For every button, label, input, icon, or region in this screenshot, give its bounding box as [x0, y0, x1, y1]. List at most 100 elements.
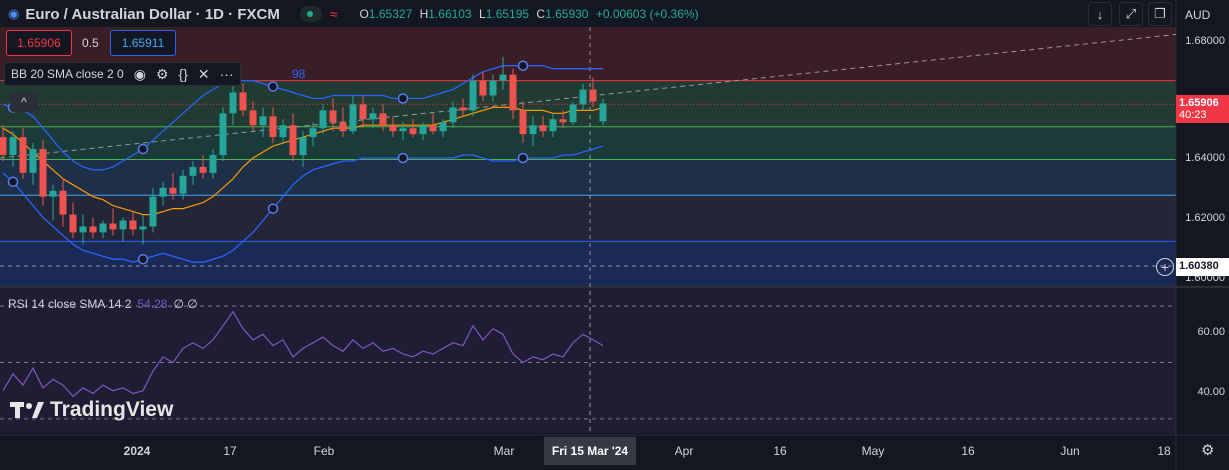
candle-body — [459, 107, 467, 111]
time-axis-label: 16 — [961, 444, 975, 458]
add-alert-icon[interactable]: + — [1156, 258, 1174, 276]
bb-indicator-value: 98 — [292, 67, 306, 81]
bb-indicator-legend[interactable]: BB 20 SMA close 2 0 ◉ ⚙ {} ✕ ··· — [4, 62, 241, 86]
eye-icon[interactable]: ◉ — [133, 66, 146, 82]
sell-price-button[interactable]: 1.65906 — [6, 30, 72, 56]
candle-body — [249, 110, 257, 126]
candle-body — [159, 187, 167, 197]
candle-body — [419, 125, 427, 135]
candle-body — [119, 220, 127, 230]
arrow-down-icon[interactable]: ↓ — [1088, 2, 1112, 26]
band-touch-marker — [137, 143, 149, 155]
candle-body — [399, 128, 407, 132]
candle-body — [99, 223, 107, 233]
band-touch-marker — [517, 60, 529, 71]
crosshair-price-value: 1.60380 — [1179, 260, 1219, 272]
close-icon[interactable]: ✕ — [197, 66, 210, 82]
current-price-tag: 1.65906 40:23 — [1176, 95, 1229, 123]
bb-lower-band — [2, 145, 604, 263]
candle-body — [579, 89, 587, 105]
ohlc-values: O1.65327 H1.66103 L1.65195 C1.65930 +0.0… — [359, 7, 699, 21]
candle-body — [329, 110, 337, 123]
candle-body — [289, 125, 297, 156]
rsi-indicator-legend[interactable]: RSI 14 close SMA 14 2 54.28 ∅ ∅ — [8, 297, 198, 311]
candle-body — [199, 166, 207, 173]
candle-body — [359, 104, 367, 120]
symbol-title[interactable]: Euro / Australian Dollar · 1D · FXCM — [25, 5, 280, 23]
rsi-line — [2, 310, 604, 398]
band-touch-marker — [397, 93, 409, 104]
candle-body — [49, 190, 57, 197]
band-touch-marker — [137, 253, 149, 265]
band-touch-marker — [397, 152, 409, 164]
restore-icon[interactable]: ❐ — [1148, 2, 1172, 26]
candle-body — [69, 214, 77, 233]
candle-body — [589, 89, 597, 102]
band-touch-marker — [517, 152, 529, 164]
candle-body — [239, 92, 247, 111]
candle-body — [139, 226, 147, 230]
more-icon[interactable]: ··· — [219, 66, 234, 82]
candle-body — [189, 166, 197, 176]
candle-body — [569, 104, 577, 123]
candle-body — [479, 80, 487, 96]
candle-body — [129, 220, 137, 230]
tradingview-mark-icon — [10, 402, 44, 418]
price-axis-label: 1.62000 — [1185, 212, 1225, 224]
candle-body — [489, 80, 497, 96]
current-price-value: 1.65906 — [1179, 97, 1219, 109]
candle-body — [0, 137, 7, 156]
fullscreen-icon[interactable]: ⤢ — [1119, 2, 1143, 26]
price-zone — [0, 126, 1176, 160]
candle-body — [219, 113, 227, 156]
candle-body — [429, 125, 437, 132]
candle-body — [179, 175, 187, 194]
rsi-pane-background — [0, 288, 1176, 433]
candle-body — [19, 137, 27, 173]
candle-body — [319, 110, 327, 129]
settings-gear-icon[interactable]: ⚙ — [1201, 442, 1215, 459]
candle-body — [279, 125, 287, 138]
candle-body — [449, 107, 457, 123]
time-axis-label: 2024 — [123, 444, 151, 458]
currency-label[interactable]: AUD — [1185, 8, 1211, 22]
candle-body — [229, 92, 237, 114]
candle-body — [149, 196, 157, 227]
collapse-legend-button[interactable]: ^ — [10, 92, 38, 112]
candle-body — [389, 125, 397, 132]
gear-icon[interactable]: ⚙ — [155, 66, 169, 82]
buy-price-value: 1.65911 — [121, 36, 165, 50]
rsi-extra-values: ∅ ∅ — [173, 297, 198, 311]
candle-body — [339, 122, 347, 132]
band-touch-marker — [267, 81, 279, 92]
bb-indicator-label: BB 20 SMA close 2 0 — [11, 67, 124, 81]
price-zone — [0, 195, 1176, 242]
time-axis-label: Apr — [674, 444, 694, 458]
candle-body — [29, 149, 37, 173]
candle-body — [269, 116, 277, 138]
chart-header: ◉ Euro / Australian Dollar · 1D · FXCM ≈… — [8, 4, 703, 24]
market-open-icon — [299, 6, 322, 22]
time-axis-label: Mar — [493, 444, 515, 458]
rsi-axis-label: 40.00 — [1197, 386, 1225, 398]
candle-body — [169, 187, 177, 194]
time-axis-label: 17 — [223, 444, 237, 458]
candle-body — [499, 74, 507, 81]
source-code-icon[interactable]: {} — [178, 66, 188, 82]
chevron-up-icon: ^ — [21, 95, 27, 109]
candle-body — [549, 119, 557, 132]
candle-body — [599, 103, 607, 122]
symbol-flags-icon: ◉ — [8, 6, 20, 21]
tradingview-logo-text: TradingView — [50, 398, 174, 421]
price-zone — [0, 159, 1176, 196]
candle-body — [89, 226, 97, 233]
buy-price-button[interactable]: 1.65911 — [110, 30, 176, 56]
trend-line — [0, 33, 1177, 159]
data-delay-icon: ≈ — [329, 6, 338, 22]
spread-value: 0.5 — [82, 36, 99, 50]
time-axis-label: 16 — [773, 444, 787, 458]
candle-body — [59, 190, 67, 215]
tradingview-logo[interactable]: TradingView — [10, 398, 173, 422]
rsi-indicator-label: RSI 14 close SMA 14 2 — [8, 297, 132, 311]
